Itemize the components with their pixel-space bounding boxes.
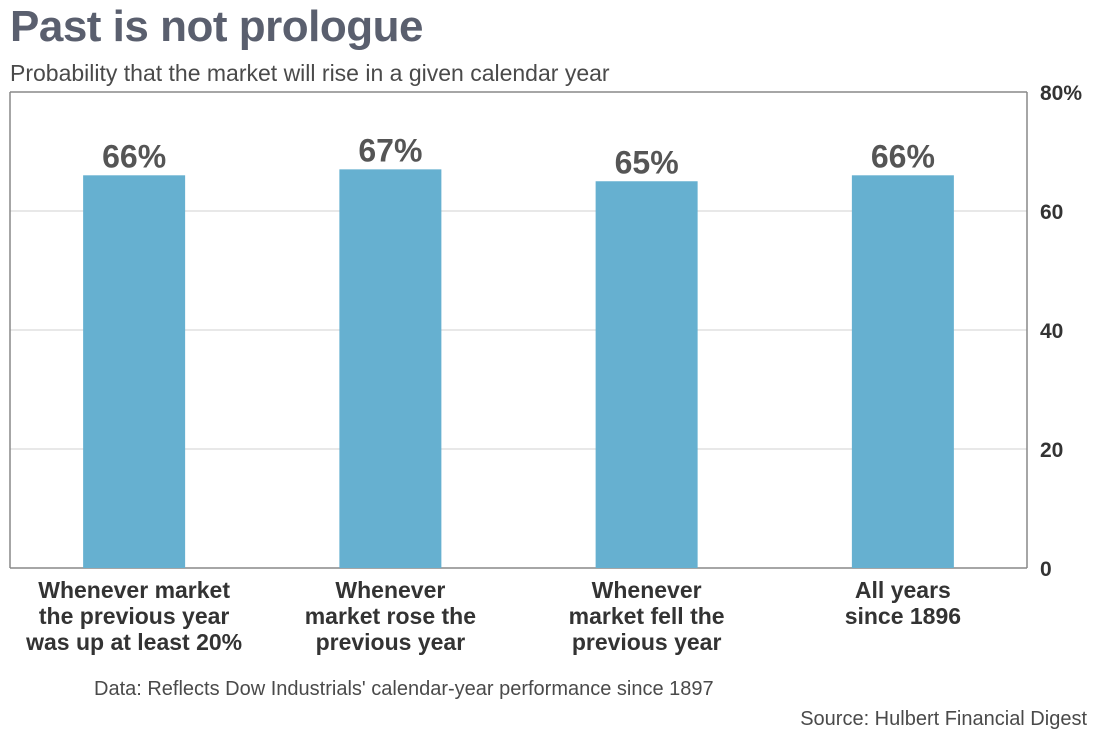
labels-layer: 66% 67% 65% 66% — [102, 132, 935, 180]
category-label: previous year — [316, 629, 466, 655]
category-label: previous year — [572, 629, 722, 655]
source-note: Source: Hulbert Financial Digest — [800, 708, 1087, 730]
y-tick-label: 60 — [1040, 201, 1063, 224]
data-label: 66% — [871, 138, 935, 174]
y-tick-label: 80% — [1040, 82, 1082, 105]
category-label: market fell the — [569, 603, 725, 629]
category-label: market rose the — [305, 603, 476, 629]
bar — [339, 169, 442, 568]
data-label: 67% — [358, 132, 422, 168]
category-label: the previous year — [39, 603, 230, 629]
category-label: since 1896 — [845, 603, 961, 629]
category-label: All years — [855, 577, 951, 603]
bar — [595, 181, 698, 568]
chart-subtitle: Probability that the market will rise in… — [10, 60, 610, 86]
bar — [851, 175, 954, 569]
y-tick-label: 0 — [1040, 558, 1052, 581]
category-label: Whenever market — [38, 577, 230, 603]
chart-title: Past is not prologue — [10, 2, 423, 51]
bars-layer — [83, 169, 954, 569]
category-label: was up at least 20% — [25, 629, 242, 655]
bar — [83, 175, 186, 569]
y-tick-label: 20 — [1040, 439, 1063, 462]
category-label: Whenever — [592, 577, 702, 603]
data-label: 65% — [615, 144, 679, 180]
data-note: Data: Reflects Dow Industrials' calendar… — [94, 678, 714, 700]
y-tick-label: 40 — [1040, 320, 1063, 343]
data-label: 66% — [102, 138, 166, 174]
category-label: Whenever — [335, 577, 445, 603]
y-axis-ticks: 0 20 40 60 80% — [1040, 82, 1082, 581]
